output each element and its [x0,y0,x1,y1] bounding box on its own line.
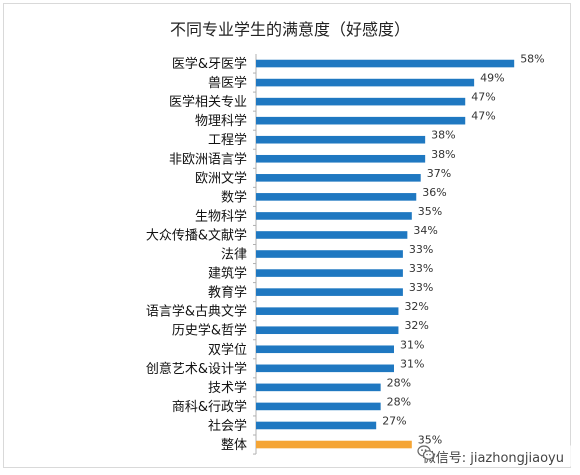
bar-19 [256,421,377,430]
axis-layer [253,54,257,455]
bar-5 [256,154,426,163]
category-label: 医学相关专业 [169,94,247,110]
category-label: 医学&牙医学 [172,56,247,72]
bar-2 [256,97,466,106]
bar-10 [256,250,403,258]
category-label: 工程学 [208,132,247,148]
bar-3 [256,116,466,125]
value-label: 32% [404,319,428,332]
value-label: 38% [431,148,455,161]
bar-6 [256,174,421,182]
category-label: 数学 [221,189,247,205]
bar-20 [256,440,412,449]
value-label: 35% [418,205,442,218]
value-label: 47% [471,91,495,104]
value-label: 33% [409,262,433,275]
value-label: 31% [400,338,424,351]
category-label: 法律 [221,248,247,263]
watermark-text: 微信号: jiazhongjiaoyu [422,450,564,466]
value-label: 38% [431,129,455,142]
value-label: 35% [418,434,442,447]
watermark: 微信号: jiazhongjiaoyu [416,445,572,467]
bar-11 [256,269,403,277]
value-label: 33% [409,243,433,256]
value-label: 28% [387,395,411,408]
category-label: 建筑学 [208,266,247,282]
chart-title: 不同专业学生的满意度（好感度） [170,20,410,39]
value-label: 49% [480,72,504,85]
bars-layer [256,59,515,449]
value-label: 47% [471,110,495,123]
value-label: 58% [520,53,544,66]
bar-18 [256,402,381,411]
bar-7 [256,193,417,201]
value-label: 27% [382,414,406,427]
value-label: 31% [400,357,424,370]
bar-1 [256,78,475,87]
category-label: 历史学&哲学 [172,323,247,339]
category-label: 生物科学 [195,208,247,224]
value-label: 33% [409,281,433,294]
value-label: 32% [404,300,428,313]
category-label: 技术学 [208,380,247,396]
value-label: 34% [413,224,437,237]
category-label: 双学位 [208,342,247,358]
bar-12 [256,288,403,296]
category-label: 创意艺术&设计学 [146,361,247,377]
category-label: 社会学 [208,418,247,434]
bar-16 [256,364,394,373]
value-label: 36% [422,186,446,199]
bar-4 [256,135,426,144]
bar-0 [256,59,515,68]
labels-layer: 医学&牙医学 58% 兽医学 49% 医学相关专业 47% 物理科学 47% 工程学 38% 非欧洲… [146,53,545,453]
category-label: 大众传播&文献学 [146,227,247,243]
category-label: 非欧洲语言学 [169,151,247,167]
category-label: 兽医学 [208,75,247,91]
bar-15 [256,345,394,354]
bar-9 [256,231,408,239]
bar-17 [256,383,381,392]
wechat-icon [417,445,434,460]
value-label: 28% [387,376,411,389]
category-label: 欧洲文学 [195,170,247,186]
category-label: 整体 [221,438,247,453]
bar-8 [256,212,412,220]
bar-14 [256,326,399,335]
category-label: 语言学&古典文学 [146,304,247,320]
bar-13 [256,307,399,315]
category-label: 教育学 [208,285,247,301]
category-label: 商科&行政学 [172,399,247,415]
category-label: 物理科学 [195,113,247,129]
value-label: 37% [427,167,451,180]
